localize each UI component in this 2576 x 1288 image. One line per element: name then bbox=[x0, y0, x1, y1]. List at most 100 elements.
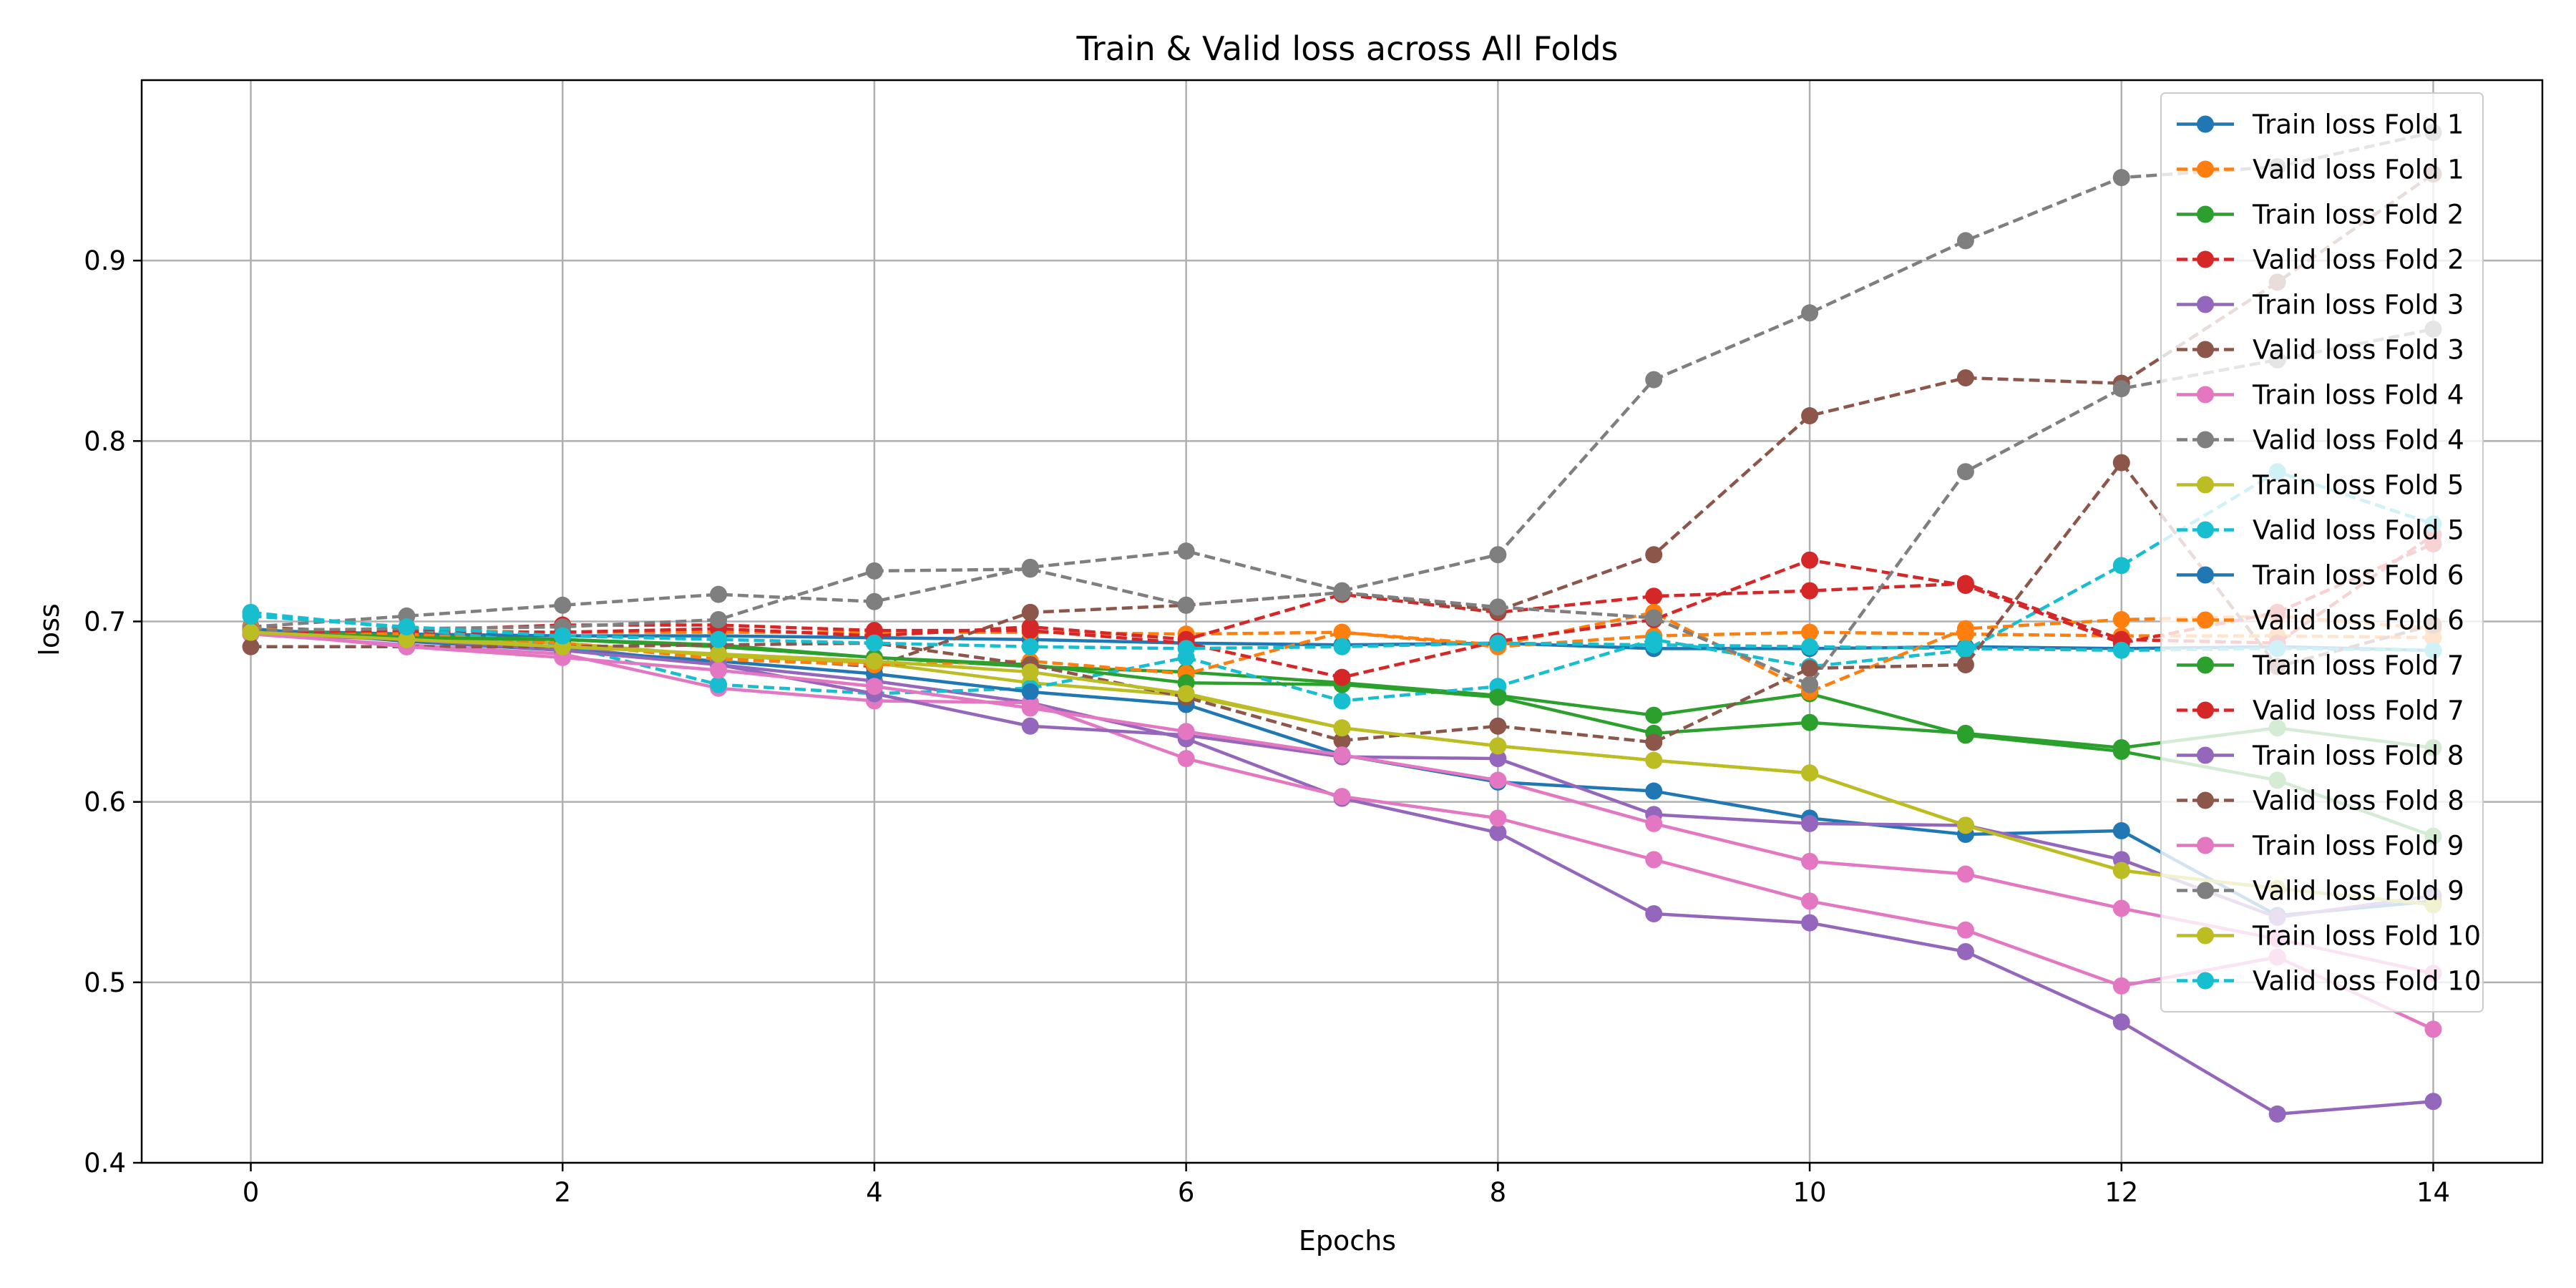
data-point bbox=[2112, 169, 2130, 187]
data-point bbox=[1021, 638, 1039, 655]
legend-label: Valid loss Fold 6 bbox=[2253, 605, 2464, 636]
data-point bbox=[554, 596, 572, 614]
data-point bbox=[1177, 640, 1195, 658]
legend-marker bbox=[2197, 836, 2214, 854]
legend-marker bbox=[2197, 476, 2214, 494]
y-tick-label: 0.5 bbox=[84, 967, 126, 998]
plot-frame bbox=[140, 79, 2544, 1164]
data-point bbox=[398, 618, 416, 636]
data-point bbox=[2112, 822, 2130, 840]
data-point bbox=[1021, 663, 1039, 681]
data-point bbox=[1333, 584, 1351, 602]
data-point bbox=[1956, 620, 1974, 638]
data-point bbox=[1021, 622, 1039, 640]
data-point bbox=[1177, 542, 1195, 560]
data-point bbox=[1333, 692, 1351, 710]
legend-label: Valid loss Fold 2 bbox=[2253, 245, 2464, 275]
legend-entry: Valid loss Fold 10 bbox=[2177, 966, 2481, 997]
data-point bbox=[1333, 623, 1351, 641]
data-point bbox=[1645, 814, 1663, 832]
series-20 bbox=[242, 607, 2442, 659]
data-point bbox=[1021, 560, 1039, 578]
legend-label: Valid loss Fold 4 bbox=[2253, 425, 2464, 456]
legend-label: Train loss Fold 5 bbox=[2252, 470, 2464, 501]
x-tick-label: 0 bbox=[243, 1177, 260, 1208]
data-point bbox=[1177, 723, 1195, 741]
legend-entry: Valid loss Fold 2 bbox=[2177, 245, 2464, 275]
y-tick-label: 0.6 bbox=[84, 787, 126, 818]
data-point bbox=[1021, 683, 1039, 701]
legend-label: Valid loss Fold 5 bbox=[2253, 515, 2464, 546]
legend-entry: Train loss Fold 10 bbox=[2177, 921, 2481, 952]
data-point bbox=[2424, 1093, 2442, 1111]
legend-marker bbox=[2197, 746, 2214, 764]
data-point bbox=[710, 585, 728, 603]
x-axis-label: Epochs bbox=[1299, 1225, 1396, 1257]
legend-entry: Train loss Fold 4 bbox=[2177, 380, 2464, 411]
legend-label: Valid loss Fold 3 bbox=[2253, 335, 2464, 366]
data-point bbox=[1645, 751, 1663, 769]
x-tick-label: 12 bbox=[2104, 1177, 2138, 1208]
data-point bbox=[2112, 557, 2130, 575]
y-tick-label: 0.7 bbox=[84, 607, 126, 638]
legend-label: Train loss Fold 6 bbox=[2252, 560, 2464, 591]
data-point bbox=[1801, 304, 1819, 322]
data-point bbox=[2268, 1105, 2286, 1123]
legend-marker bbox=[2197, 431, 2214, 449]
data-point bbox=[710, 675, 728, 693]
legend-marker bbox=[2197, 386, 2214, 404]
data-point bbox=[242, 638, 260, 655]
data-point bbox=[865, 562, 883, 580]
data-point bbox=[1801, 764, 1819, 782]
data-point bbox=[1333, 731, 1351, 749]
data-point bbox=[1956, 577, 1974, 595]
data-point bbox=[710, 610, 728, 628]
x-tick-label: 4 bbox=[866, 1177, 883, 1208]
data-point bbox=[865, 592, 883, 610]
legend-label: Valid loss Fold 9 bbox=[2253, 876, 2464, 907]
data-point bbox=[865, 678, 883, 696]
data-point bbox=[865, 622, 883, 640]
data-point bbox=[1956, 656, 1974, 674]
x-tick-label: 8 bbox=[1490, 1177, 1507, 1208]
legend-marker bbox=[2197, 656, 2214, 674]
legend-label: Valid loss Fold 1 bbox=[2253, 155, 2464, 185]
data-point bbox=[1645, 706, 1663, 724]
data-point bbox=[1801, 623, 1819, 641]
data-point bbox=[2112, 380, 2130, 398]
data-point bbox=[1645, 782, 1663, 800]
data-point bbox=[242, 607, 260, 625]
x-tick-label: 14 bbox=[2416, 1177, 2450, 1208]
legend-marker bbox=[2197, 115, 2214, 133]
data-point bbox=[1645, 546, 1663, 564]
legend-marker bbox=[2197, 927, 2214, 945]
data-point bbox=[1801, 582, 1819, 600]
data-point bbox=[1956, 369, 1974, 387]
legend-entry: Valid loss Fold 1 bbox=[2177, 155, 2464, 185]
data-point bbox=[1489, 809, 1507, 827]
legend-marker bbox=[2197, 341, 2214, 358]
legend-entry: Train loss Fold 9 bbox=[2177, 831, 2464, 862]
data-point bbox=[2112, 454, 2130, 472]
legend-entry: Valid loss Fold 6 bbox=[2177, 605, 2464, 636]
x-tick-label: 10 bbox=[1793, 1177, 1827, 1208]
data-point bbox=[2112, 610, 2130, 628]
legend-marker bbox=[2197, 250, 2214, 268]
legend-marker bbox=[2197, 701, 2214, 719]
data-point bbox=[1801, 713, 1819, 731]
data-point bbox=[1801, 914, 1819, 932]
data-point bbox=[2112, 977, 2130, 995]
data-point bbox=[1645, 636, 1663, 654]
legend-entry: Valid loss Fold 3 bbox=[2177, 335, 2464, 366]
data-point bbox=[1801, 660, 1819, 678]
data-point bbox=[2112, 739, 2130, 757]
data-point bbox=[1956, 640, 1974, 658]
data-point bbox=[554, 627, 572, 645]
data-point bbox=[1801, 638, 1819, 655]
data-point bbox=[1956, 865, 1974, 883]
data-point bbox=[1645, 905, 1663, 923]
legend-entry: Train loss Fold 6 bbox=[2177, 560, 2464, 591]
data-point bbox=[398, 630, 416, 648]
data-point bbox=[1956, 724, 1974, 742]
data-point bbox=[1489, 717, 1507, 735]
